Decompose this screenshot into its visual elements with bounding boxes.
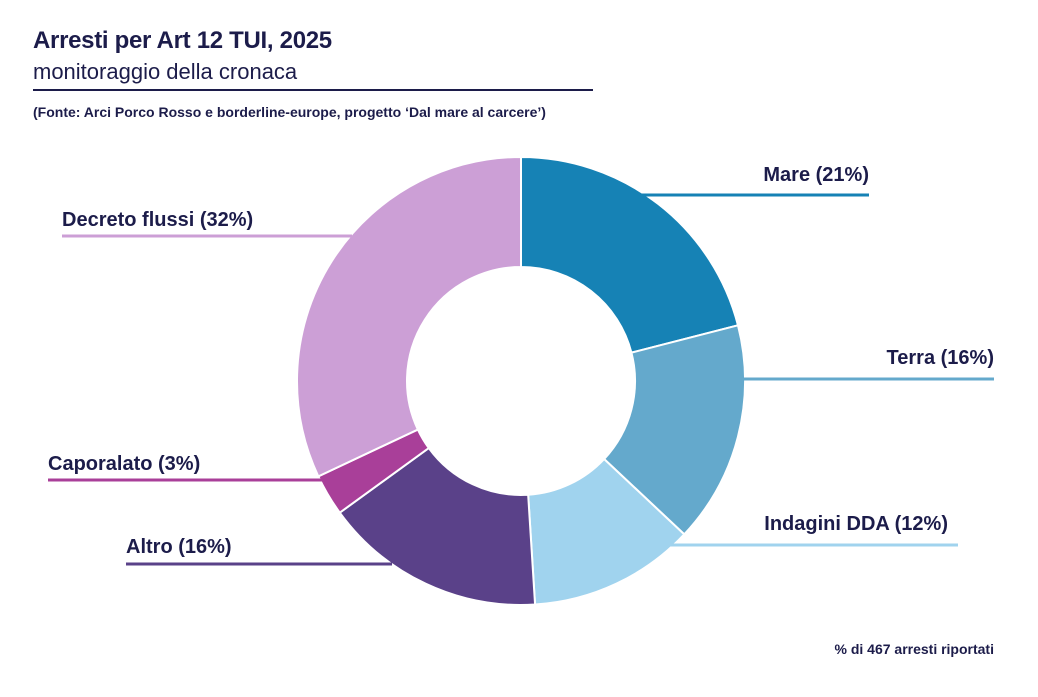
label-terra: Terra (16%) <box>887 347 994 369</box>
source-note: (Fonte: Arci Porco Rosso e borderline-eu… <box>33 104 546 120</box>
chart-title: Arresti per Art 12 TUI, 2025 <box>33 27 332 54</box>
footnote: % di 467 arresti riportati <box>834 641 994 657</box>
label-leader-lines <box>48 193 994 566</box>
donut-slices <box>296 155 746 606</box>
donut-hole <box>408 268 634 494</box>
chart-subtitle: monitoraggio della cronaca <box>33 59 298 84</box>
slice-terra <box>602 324 746 536</box>
label-indagini-dda: Indagini DDA (12%) <box>764 513 948 535</box>
slice-decreto-flussi <box>296 155 522 478</box>
slice-altro <box>338 446 537 606</box>
label-decreto-flussi: Decreto flussi (32%) <box>62 209 253 231</box>
label-caporalato: Caporalato (3%) <box>48 453 200 475</box>
label-mare: Mare (21%) <box>763 164 869 186</box>
title-divider <box>33 89 593 91</box>
label-altro: Altro (16%) <box>126 536 232 558</box>
slice-mare <box>520 155 740 354</box>
slice-labels: Mare (21%) Terra (16%) Indagini DDA (12%) A… <box>48 164 994 558</box>
